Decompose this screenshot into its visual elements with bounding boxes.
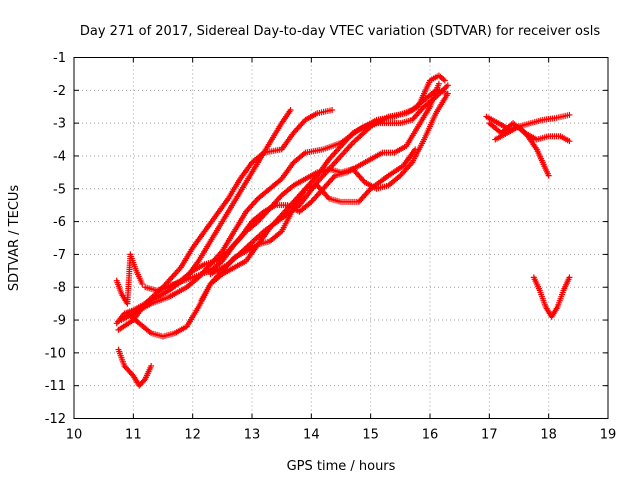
y-axis-label: SDTVAR / TECUs xyxy=(7,185,22,292)
data-point-marker xyxy=(139,280,146,287)
y-tick-label: -3 xyxy=(53,117,66,132)
x-tick-label: 12 xyxy=(184,428,201,443)
x-axis-ticks: 10 11 12 13 14 15 16 17 18 19 xyxy=(66,57,617,443)
series-segment-18v xyxy=(530,274,573,320)
data-point-marker xyxy=(566,111,573,118)
series-segment-low-2 xyxy=(113,251,146,307)
y-tick-label: -7 xyxy=(53,248,66,263)
y-tick-label: -5 xyxy=(53,182,66,197)
data-point-marker xyxy=(444,90,451,97)
y-tick-label: -4 xyxy=(53,149,66,164)
data-point-marker xyxy=(566,138,573,145)
data-point-marker xyxy=(287,107,294,114)
data-point-marker xyxy=(444,82,451,89)
plot-frame xyxy=(73,57,609,419)
y-tick-label: -11 xyxy=(45,379,66,394)
series-trace-8 xyxy=(207,72,448,278)
y-tick-label: -8 xyxy=(53,281,66,296)
data-point-marker xyxy=(441,77,448,84)
data-point-marker xyxy=(545,172,552,179)
series-segment-low-1 xyxy=(115,346,155,389)
y-tick-label: -9 xyxy=(53,314,66,329)
data-markers xyxy=(113,72,573,389)
series-trace-2 xyxy=(115,107,336,333)
chart-title: Day 271 of 2017, Sidereal Day-to-day VTE… xyxy=(80,24,600,39)
y-tick-label: -10 xyxy=(45,346,66,361)
x-tick-label: 19 xyxy=(600,428,617,443)
y-tick-label: -2 xyxy=(53,84,66,99)
x-tick-label: 17 xyxy=(481,428,498,443)
x-tick-label: 10 xyxy=(66,428,83,443)
series-segment-17c xyxy=(492,123,552,179)
y-axis-ticks: -12 -11 -10 -9 -8 -7 -6 -5 -4 -3 -2 -1 xyxy=(45,51,608,427)
y-tick-label: -1 xyxy=(53,51,66,66)
data-point-marker xyxy=(148,362,155,369)
x-tick-label: 14 xyxy=(303,428,320,443)
x-tick-label: 16 xyxy=(422,428,439,443)
series-trace-3 xyxy=(118,87,448,324)
data-point-marker xyxy=(566,274,573,281)
data-point-marker xyxy=(141,377,148,384)
data-point-marker xyxy=(329,107,336,114)
x-tick-label: 13 xyxy=(244,428,261,443)
x-tick-label: 15 xyxy=(362,428,379,443)
y-tick-label: -12 xyxy=(45,412,66,427)
x-axis-label: GPS time / hours xyxy=(287,459,396,474)
x-tick-label: 18 xyxy=(540,428,557,443)
y-tick-label: -6 xyxy=(53,215,66,230)
x-tick-label: 11 xyxy=(125,428,142,443)
data-point-marker xyxy=(435,80,442,87)
